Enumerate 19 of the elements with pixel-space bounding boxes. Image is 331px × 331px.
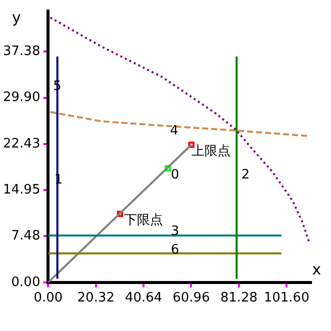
y-tick-label: 29.90 bbox=[3, 90, 40, 106]
y-tick-label: 22.43 bbox=[3, 136, 40, 152]
x-axis-title: x bbox=[312, 260, 322, 278]
y-tick-label: 37.38 bbox=[3, 44, 40, 60]
annotation: 2 bbox=[241, 167, 250, 182]
y-tick-label: 14.95 bbox=[3, 182, 40, 198]
y-tick-label: 0.00 bbox=[11, 274, 40, 290]
y-axis-title: y bbox=[12, 8, 21, 27]
y-tick-label: 7.48 bbox=[11, 228, 40, 244]
annotation: 下限点 bbox=[124, 213, 163, 228]
annotation: 0 bbox=[170, 167, 180, 182]
annotation: 上限点 bbox=[191, 144, 230, 159]
annotation: 4 bbox=[170, 124, 178, 139]
x-tick-label: 20.32 bbox=[77, 290, 114, 306]
x-tick-label: 40.64 bbox=[124, 290, 162, 306]
x-tick-label: 81.28 bbox=[220, 290, 258, 306]
x-tick-label: 60.96 bbox=[172, 290, 210, 306]
x-tick-label: 101.60 bbox=[264, 290, 310, 306]
x-tick-label: 0.00 bbox=[34, 290, 63, 306]
